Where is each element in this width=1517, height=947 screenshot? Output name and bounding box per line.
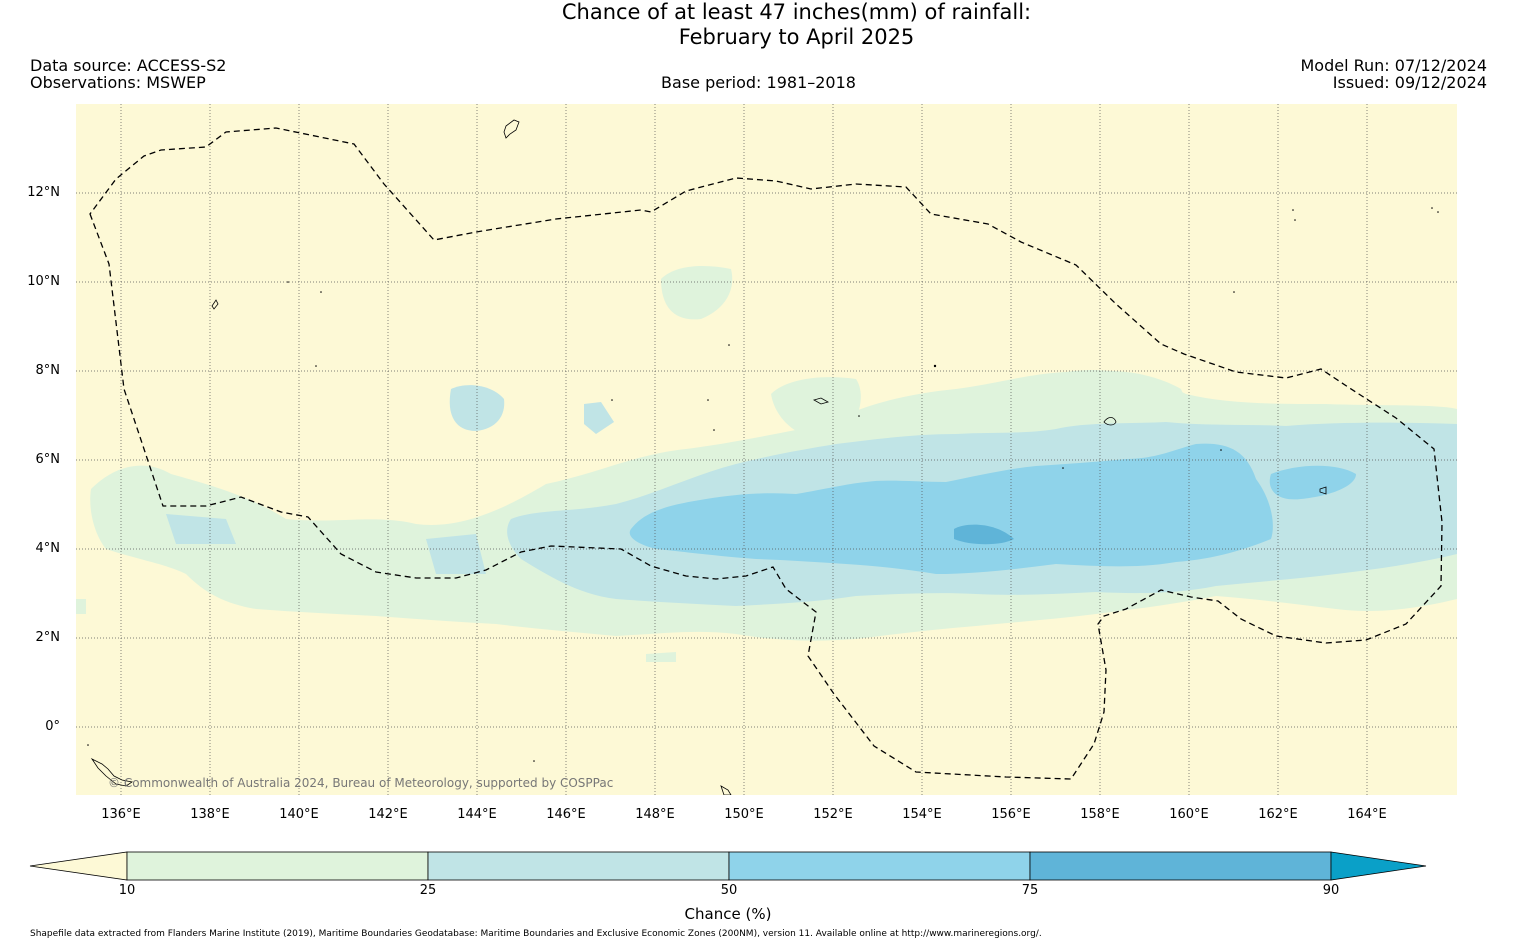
colorbar-tick-10: 10 xyxy=(118,883,136,898)
lon-label-162e: 162°E xyxy=(1258,807,1298,822)
colorbar-75-90 xyxy=(1029,851,1332,881)
colorbar-tick-90: 90 xyxy=(1322,883,1340,898)
eez-boundary xyxy=(89,127,1443,780)
chart-title: Chance of at least 47 inches(mm) of rain… xyxy=(0,0,1517,50)
colorbar-below-10 xyxy=(29,851,128,881)
observations-text: Observations: MSWEP xyxy=(30,73,206,92)
probability-band-75-90 xyxy=(954,524,1014,545)
probability-band-50-75 xyxy=(629,443,1356,574)
lon-label-158e: 158°E xyxy=(1080,807,1120,822)
lon-label-152e: 152°E xyxy=(813,807,853,822)
lon-label-138e: 138°E xyxy=(190,807,230,822)
map-panel: © Commonwealth of Australia 2024, Bureau… xyxy=(76,104,1457,795)
lat-label-4n: 4°N xyxy=(35,541,61,556)
small-islets xyxy=(87,207,1439,762)
colorbar-25-50 xyxy=(427,851,730,881)
lon-label-142e: 142°E xyxy=(368,807,408,822)
colorbar-tick-25: 25 xyxy=(419,883,437,898)
lon-label-160e: 160°E xyxy=(1169,807,1209,822)
colorbar-10-25 xyxy=(126,851,429,881)
lon-label-140e: 140°E xyxy=(279,807,319,822)
lon-label-144e: 144°E xyxy=(457,807,497,822)
lon-label-150e: 150°E xyxy=(724,807,764,822)
lon-label-146e: 146°E xyxy=(546,807,586,822)
colorbar-50-75 xyxy=(728,851,1031,881)
issued-text: Issued: 09/12/2024 xyxy=(1332,73,1487,92)
colorbar-label: Chance (%) xyxy=(684,905,772,923)
data-source-text: Data source: ACCESS-S2 xyxy=(30,56,227,75)
base-period-text: Base period: 1981–2018 xyxy=(661,73,856,92)
lat-label-2n: 2°N xyxy=(35,630,61,645)
colorbar xyxy=(29,851,1427,881)
lon-label-164e: 164°E xyxy=(1347,807,1387,822)
lat-label-0: 0° xyxy=(45,719,60,734)
lon-label-136e: 136°E xyxy=(101,807,141,822)
map-svg: © Commonwealth of Australia 2024, Bureau… xyxy=(76,104,1457,795)
lat-label-6n: 6°N xyxy=(35,452,61,467)
lat-label-8n: 8°N xyxy=(35,363,61,378)
lon-label-154e: 154°E xyxy=(902,807,942,822)
lon-label-148e: 148°E xyxy=(635,807,675,822)
lat-label-12n: 12°N xyxy=(27,185,60,200)
model-run-text: Model Run: 07/12/2024 xyxy=(1300,56,1488,75)
lat-label-10n: 10°N xyxy=(27,274,60,289)
title-line-2: February to April 2025 xyxy=(678,25,915,49)
colorbar-tick-75: 75 xyxy=(1021,883,1039,898)
colorbar-above-90 xyxy=(1330,851,1427,881)
copyright-text: © Commonwealth of Australia 2024, Bureau… xyxy=(108,776,613,790)
colorbar-tick-50: 50 xyxy=(720,883,738,898)
lon-label-156e: 156°E xyxy=(991,807,1031,822)
island-outlines xyxy=(90,119,1327,795)
footnote: Shapefile data extracted from Flanders M… xyxy=(30,929,1042,939)
graticule xyxy=(76,104,1457,795)
title-line-1: Chance of at least 47 inches(mm) of rain… xyxy=(561,0,1032,24)
